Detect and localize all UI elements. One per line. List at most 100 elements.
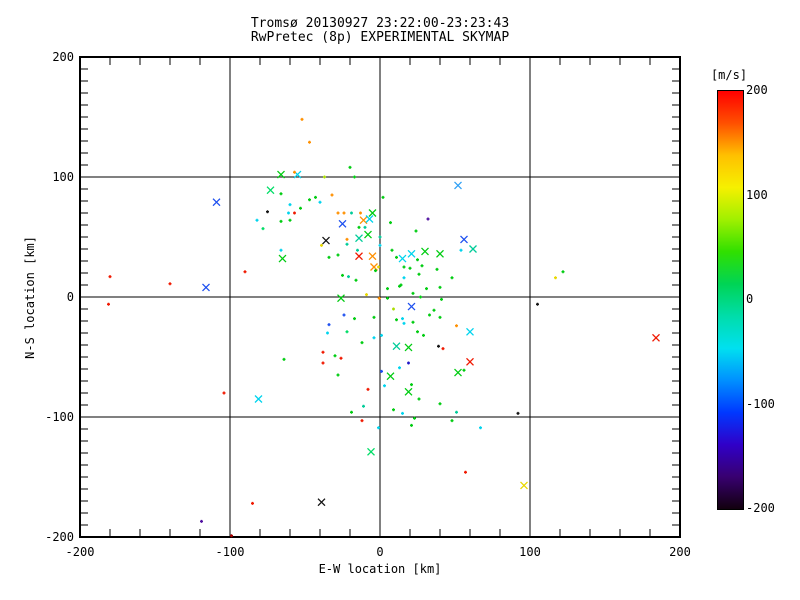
scatter-point bbox=[342, 313, 346, 317]
scatter-point bbox=[365, 215, 374, 223]
scatter-point bbox=[350, 211, 353, 215]
scatter-point bbox=[288, 203, 292, 207]
scatter-point bbox=[402, 265, 406, 269]
scatter-point bbox=[359, 216, 368, 225]
scatter-point bbox=[380, 333, 383, 337]
scatter-point bbox=[372, 336, 376, 340]
scatter-point bbox=[466, 357, 474, 366]
x-tick-label: 0 bbox=[376, 545, 384, 559]
scatter-point bbox=[386, 372, 395, 381]
scatter-point bbox=[432, 308, 436, 312]
scatter-point bbox=[370, 263, 378, 271]
scatter-point bbox=[435, 267, 439, 271]
colorbar-tick-label: 200 bbox=[746, 83, 768, 97]
scatter-point bbox=[414, 229, 418, 233]
scatter-point bbox=[254, 395, 263, 403]
scatter-point bbox=[108, 275, 112, 279]
scatter-point bbox=[107, 302, 110, 306]
scatter-point bbox=[392, 342, 401, 351]
scatter-point bbox=[326, 331, 329, 335]
scatter-point bbox=[363, 225, 367, 229]
scatter-point bbox=[321, 361, 325, 365]
x-tick-label: -200 bbox=[65, 545, 95, 559]
scatter-point bbox=[466, 327, 474, 336]
scatter-point bbox=[426, 217, 430, 221]
y-tick-label: -200 bbox=[45, 530, 74, 544]
scatter-point bbox=[419, 295, 422, 299]
scatter-point bbox=[417, 397, 421, 401]
scatter-point bbox=[377, 265, 380, 269]
scatter-point bbox=[364, 230, 372, 239]
scatter-point bbox=[420, 264, 424, 268]
colorbar-tick-label: -200 bbox=[746, 501, 775, 515]
scatter-point bbox=[407, 302, 416, 311]
scatter-point bbox=[437, 344, 440, 348]
colorbar-units-label: [m/s] bbox=[710, 68, 748, 82]
scatter-point bbox=[212, 198, 221, 207]
scatter-point bbox=[357, 225, 361, 229]
y-tick-label: 200 bbox=[52, 50, 74, 64]
scatter-point bbox=[321, 350, 325, 354]
scatter-point bbox=[353, 175, 356, 179]
scatter-point bbox=[368, 252, 377, 261]
scatter-point bbox=[516, 411, 520, 415]
scatter-point bbox=[413, 416, 416, 420]
scatter-point bbox=[362, 404, 365, 408]
scatter-point bbox=[338, 219, 347, 228]
scatter-point bbox=[410, 423, 413, 427]
scatter-point bbox=[407, 361, 410, 365]
scatter-point bbox=[368, 209, 377, 217]
scatter-point bbox=[345, 330, 349, 334]
scatter-point bbox=[479, 426, 482, 430]
scatter-point bbox=[360, 341, 364, 345]
scatter-point bbox=[408, 266, 412, 270]
scatter-point bbox=[436, 249, 444, 258]
scatter-point bbox=[390, 248, 394, 252]
scatter-point bbox=[462, 368, 466, 372]
scatter-point bbox=[279, 192, 283, 196]
scatter-point bbox=[266, 210, 269, 214]
scatter-point bbox=[279, 248, 283, 252]
scatter-point bbox=[293, 170, 296, 174]
scatter-point bbox=[300, 117, 304, 121]
scatter-point bbox=[336, 253, 340, 257]
scatter-point bbox=[440, 297, 443, 301]
scatter-point bbox=[395, 318, 398, 322]
scatter-point bbox=[392, 408, 395, 412]
scatter-point bbox=[398, 366, 401, 370]
scatter-point bbox=[410, 383, 413, 387]
scatter-point bbox=[336, 373, 340, 377]
scatter-point bbox=[392, 307, 395, 311]
scatter-point bbox=[278, 254, 287, 263]
scatter-point bbox=[386, 296, 389, 300]
scatter-point bbox=[345, 242, 349, 246]
scatter-point bbox=[318, 200, 322, 204]
scatter-point bbox=[366, 387, 370, 391]
scatter-point bbox=[255, 218, 259, 222]
scatter-point bbox=[243, 270, 247, 274]
plot-title: Tromsø 20130927 23:22:00-23:23:43 RwPret… bbox=[80, 17, 680, 45]
scatter-point bbox=[460, 235, 468, 244]
scatter-point bbox=[320, 243, 323, 247]
scatter-point bbox=[404, 343, 413, 352]
scatter-point bbox=[652, 333, 660, 342]
y-axis-label: N-S location [km] bbox=[23, 235, 37, 359]
plot-title-line1: Tromsø 20130927 23:22:00-23:23:43 bbox=[250, 16, 510, 31]
scatter-point bbox=[402, 276, 406, 280]
scatter-point bbox=[288, 218, 292, 222]
scatter-point bbox=[308, 140, 311, 144]
scatter-point bbox=[374, 269, 377, 273]
scatter-point bbox=[377, 426, 380, 430]
scatter-point bbox=[308, 198, 311, 202]
scatter-point bbox=[378, 235, 382, 239]
plot-title-line2: RwPretec (8p) EXPERIMENTAL SKYMAP bbox=[250, 30, 510, 45]
scatter-point bbox=[377, 296, 381, 300]
scatter-point bbox=[360, 419, 364, 423]
scatter-point bbox=[425, 287, 428, 291]
scatter-point bbox=[359, 211, 362, 215]
scatter-point bbox=[356, 248, 359, 252]
scatter-point bbox=[411, 291, 415, 295]
scatter-point bbox=[416, 330, 419, 334]
scatter-point bbox=[416, 258, 419, 262]
